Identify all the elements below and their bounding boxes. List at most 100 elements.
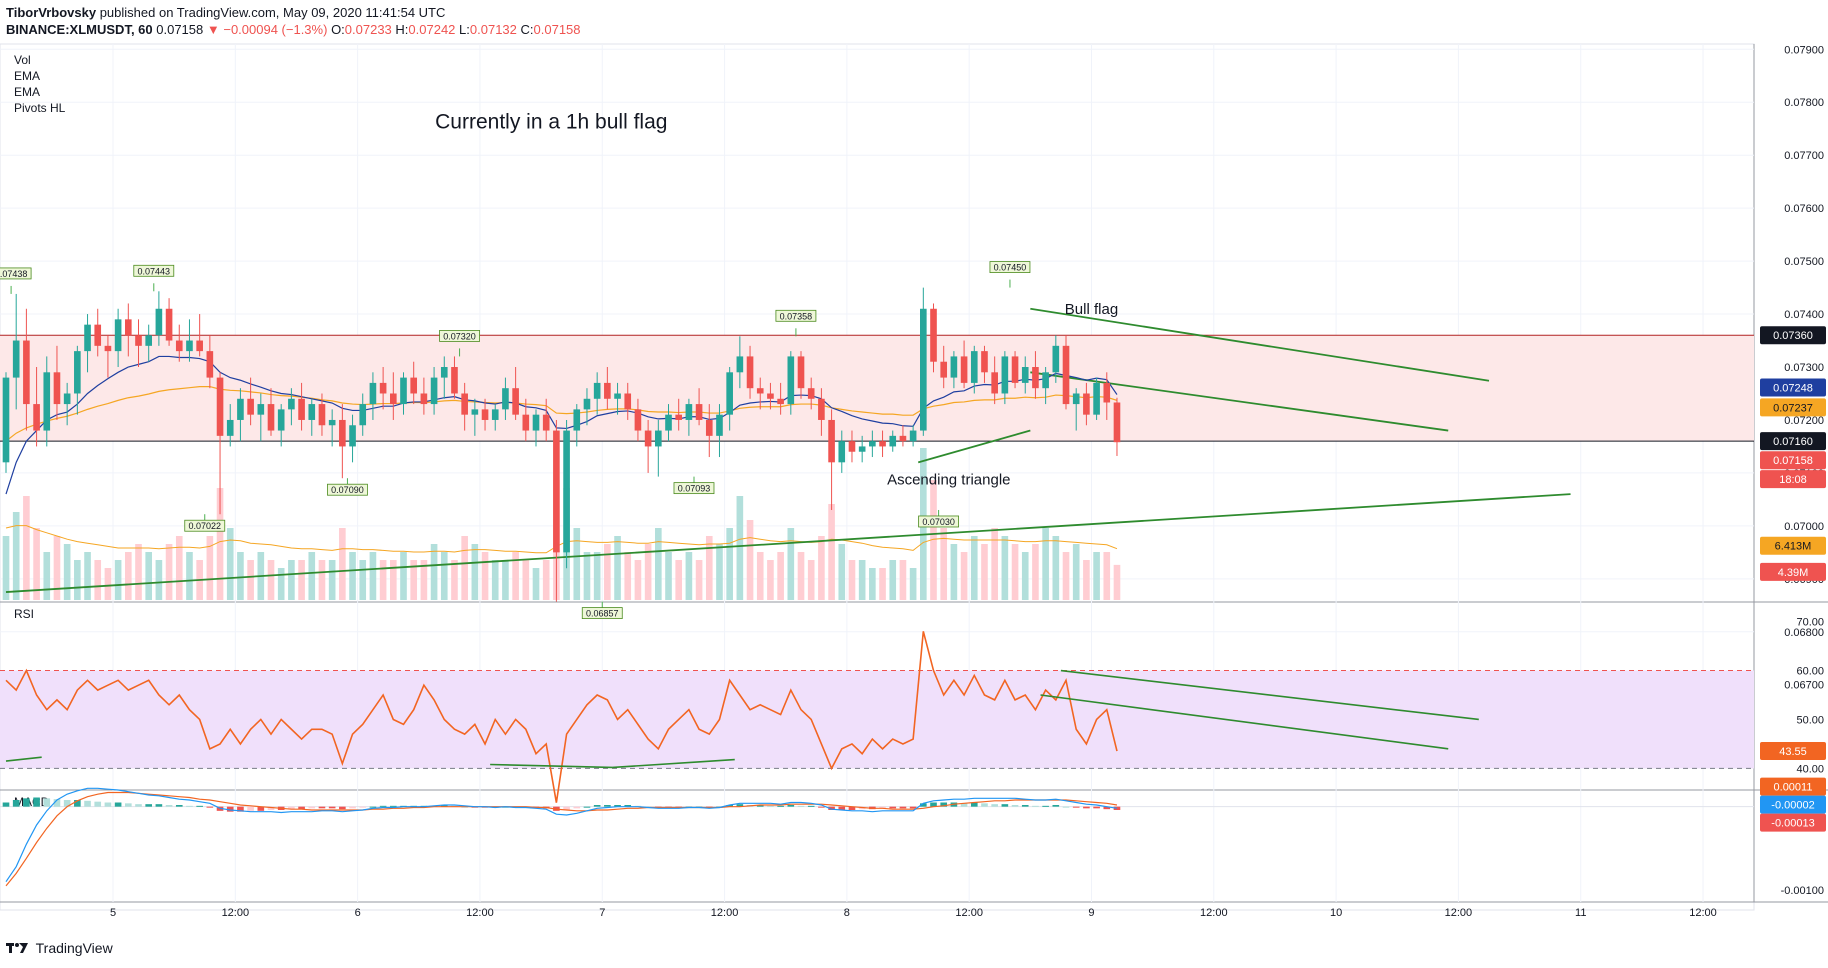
macd-histogram-bar: [328, 806, 336, 809]
macd-histogram-bar: [777, 805, 784, 807]
candle-body: [226, 419, 234, 436]
volume-bar: [1103, 552, 1111, 600]
macd-histogram-bar: [267, 806, 275, 810]
volume-bar: [23, 496, 30, 600]
candle-body: [196, 340, 203, 352]
macd-histogram-bar: [196, 805, 203, 807]
trend-line: [917, 429, 1031, 464]
candle-body: [981, 351, 988, 373]
candle-body: [1062, 345, 1070, 405]
candle-body: [369, 382, 377, 405]
macd-tag: -0.00013: [1771, 818, 1814, 830]
volume-bar: [869, 568, 876, 600]
volume-bar: [379, 560, 387, 600]
candle-body: [298, 398, 305, 420]
volume-tag: 4.39M: [1778, 567, 1809, 579]
volume-bar: [940, 528, 948, 600]
macd-histogram-bar: [1021, 805, 1029, 807]
y-tick-label: 0.06800: [1784, 627, 1824, 639]
publication-info: published on TradingView.com, May 09, 20…: [99, 5, 446, 20]
rsi-tick-label: 70.00: [1796, 617, 1824, 629]
chart-area[interactable]: 0.07438 0.07443 0.07022 0.07090 0.07320 0.068…: [0, 0, 1828, 936]
macd-histogram-bar: [797, 805, 805, 807]
price-change: ▼ −0.00094 (−1.3%): [206, 22, 328, 37]
candle-body: [573, 409, 581, 431]
high-label: H:: [395, 22, 409, 37]
macd-histogram-bar: [1011, 805, 1019, 807]
volume-bar: [135, 544, 142, 600]
volume-bar: [481, 552, 489, 600]
trend-line: [5, 493, 1571, 593]
candle-body: [532, 414, 540, 431]
volume-bar: [858, 560, 866, 600]
volume-bar: [838, 544, 846, 600]
macd-histogram-bar: [593, 805, 601, 807]
macd-histogram-bar: [43, 798, 51, 807]
macd-histogram-bar: [930, 802, 937, 807]
candle-body: [1011, 356, 1019, 383]
macd-tag: 0.00011: [1774, 782, 1813, 794]
pivot-label-box: [439, 330, 480, 342]
pivot-label-box: [673, 482, 715, 495]
volume-bar: [430, 544, 438, 600]
macd-histogram-bar: [12, 800, 20, 807]
volume-bar: [695, 560, 703, 600]
volume-bar: [461, 536, 468, 600]
macd-histogram-bar: [1113, 806, 1121, 810]
x-tick-label: 12:00: [1445, 907, 1473, 919]
author-name[interactable]: TiborVrbovsky: [6, 5, 97, 20]
x-tick-label: 10: [1330, 907, 1342, 919]
candle-body: [420, 393, 428, 405]
candle-body: [23, 340, 30, 405]
volume-bar: [1083, 560, 1090, 600]
volume-bar: [960, 552, 968, 600]
ema-slow-line: [5, 386, 1118, 442]
volume-bar: [1042, 528, 1049, 600]
macd-histogram-bar: [848, 806, 856, 810]
macd-histogram-bar: [563, 806, 570, 810]
macd-histogram-bar: [960, 803, 968, 807]
rsi-title: RSI: [14, 607, 34, 621]
pivot-label: 0.07022: [188, 521, 221, 531]
macd-histogram-bar: [440, 805, 448, 807]
x-tick-label: 12:00: [1689, 907, 1717, 919]
candle-body: [2, 377, 10, 463]
volume-bar: [226, 528, 234, 600]
volume-bar: [970, 536, 978, 600]
candle-body: [930, 308, 937, 362]
volume-bar: [186, 552, 193, 600]
candle-body: [675, 414, 683, 420]
symbol-name[interactable]: BINANCE:XLMUSDT, 60: [6, 22, 153, 37]
indicator-legend-item: Pivots HL: [14, 101, 66, 115]
volume-bar: [532, 568, 540, 600]
volume-bar: [807, 560, 815, 600]
macd-histogram-bar: [1062, 806, 1070, 808]
candle-body: [970, 351, 978, 383]
volume-bar: [644, 544, 652, 600]
x-tick-label: 12:00: [955, 907, 983, 919]
candle-body: [960, 356, 968, 383]
candle-body: [624, 393, 632, 410]
price-tag-box: [1760, 451, 1826, 470]
volume-bar: [634, 560, 642, 600]
chart-annotation: Bull flag: [1065, 301, 1118, 318]
macd-histogram-bar: [257, 806, 265, 811]
candle-body: [84, 324, 91, 352]
y-tick-label: 0.07600: [1784, 203, 1824, 215]
candle-body: [644, 430, 652, 447]
volume-bar: [277, 568, 285, 600]
candle-body: [339, 419, 346, 447]
candle-body: [695, 404, 703, 420]
price-tag-box: [1760, 378, 1826, 397]
candle-body: [12, 340, 20, 378]
candle-body: [889, 435, 897, 447]
candle-body: [206, 351, 214, 378]
candle-body: [716, 414, 723, 436]
volume-bar: [288, 560, 295, 600]
macd-histogram-bar: [1083, 806, 1090, 809]
y-tick-label: 0.07800: [1784, 97, 1824, 109]
macd-histogram-bar: [889, 806, 897, 809]
plot-frame: [0, 43, 1755, 911]
volume-bar: [848, 560, 856, 600]
macd-histogram-bar: [2, 802, 10, 807]
